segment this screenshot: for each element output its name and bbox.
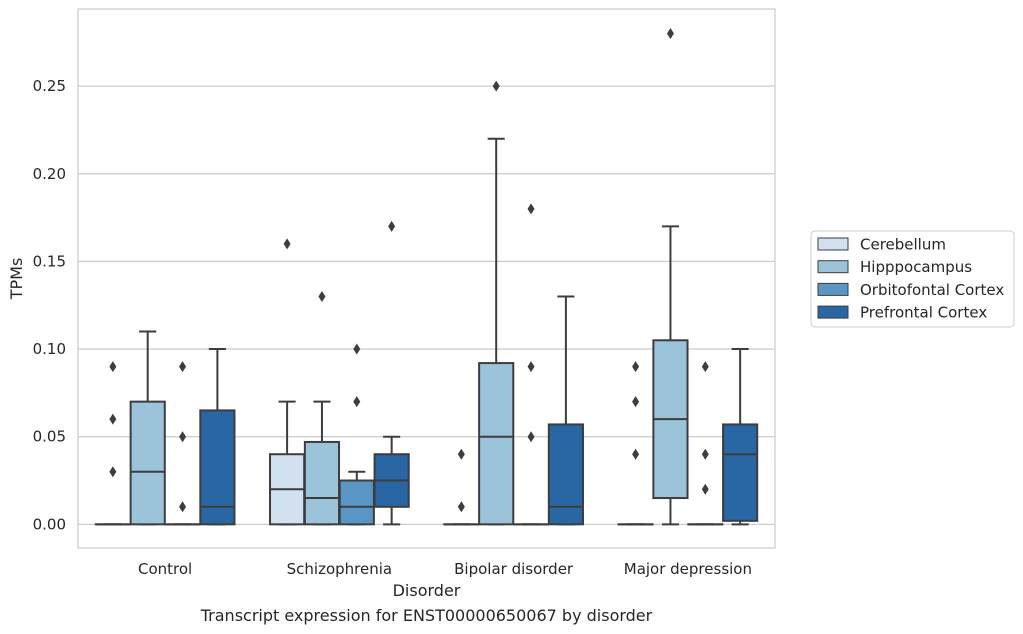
box-group — [547, 295, 584, 526]
legend-box — [810, 230, 1015, 328]
x-tick-labels: Control Schizophrenia Bipolar disorder Majo… — [138, 560, 752, 578]
outlier-point — [701, 361, 709, 373]
legend-label: Prefrontal Cortex — [860, 304, 987, 322]
figure-caption: Transcript expression for ENST0000065006… — [200, 606, 653, 625]
x-tick-label: Schizophrenia — [287, 560, 392, 578]
outlier-point — [527, 361, 535, 373]
outlier-point — [179, 501, 187, 513]
box-group — [617, 361, 654, 526]
y-tick-labels: 0.00 0.05 0.10 0.15 0.20 0.25 — [33, 77, 66, 533]
box-group — [478, 80, 515, 526]
legend-swatch — [817, 305, 849, 319]
outlier-point — [527, 431, 535, 443]
box-group — [199, 348, 236, 526]
box-group — [164, 361, 201, 526]
box-group — [443, 448, 480, 526]
box-group — [94, 361, 131, 526]
legend-swatch — [817, 282, 849, 296]
box — [547, 423, 584, 526]
box — [303, 440, 341, 526]
box-group — [652, 28, 689, 526]
box-group — [269, 238, 306, 526]
x-tick-label: Major depression — [624, 560, 752, 578]
boxes-layer — [94, 28, 759, 526]
outlier-point — [701, 483, 709, 495]
box — [199, 409, 236, 526]
box — [338, 479, 375, 526]
y-tick-label: 0.10 — [33, 340, 66, 358]
legend-label: Hipppocampus — [860, 258, 972, 276]
outlier-point — [457, 501, 465, 513]
y-axis-label: TPMs — [7, 258, 26, 301]
box-group — [303, 290, 341, 526]
plot-frame — [77, 8, 776, 549]
box-group — [687, 361, 724, 526]
outlier-point — [109, 361, 117, 373]
legend: Cerebellum Hipppocampus Orbitofontal Corte… — [810, 230, 1015, 328]
legend-swatch — [817, 260, 849, 274]
outlier-point — [632, 361, 640, 373]
outlier-point — [179, 361, 187, 373]
outlier-point — [492, 80, 500, 92]
legend-label: Orbitofontal Cortex — [860, 281, 1004, 299]
box-group — [512, 203, 550, 526]
box — [478, 362, 515, 526]
outlier-point — [283, 238, 291, 250]
x-tick-label: Bipolar disorder — [454, 560, 574, 578]
outlier-point — [527, 203, 535, 215]
x-axis-label: Disorder — [393, 581, 461, 600]
outlier-point — [353, 343, 361, 355]
box — [129, 400, 166, 526]
outlier-point — [109, 413, 117, 425]
outlier-point — [179, 431, 187, 443]
box — [722, 423, 759, 522]
outlier-point — [457, 448, 465, 460]
legend-label: Cerebellum — [860, 236, 946, 254]
box-group — [129, 330, 166, 526]
y-tick-label: 0.15 — [33, 252, 66, 270]
x-tick-label: Control — [138, 560, 192, 578]
y-tick-label: 0.05 — [33, 428, 66, 446]
box-group — [722, 348, 759, 526]
outlier-point — [109, 466, 117, 478]
y-tick-label: 0.25 — [33, 77, 66, 95]
outlier-point — [666, 28, 674, 40]
outlier-point — [388, 220, 396, 232]
outlier-point — [632, 448, 640, 460]
box-group — [373, 220, 410, 526]
y-tick-label: 0.00 — [33, 515, 66, 533]
outlier-point — [318, 290, 326, 302]
outlier-point — [632, 396, 640, 408]
grid — [78, 85, 775, 525]
outlier-point — [701, 448, 709, 460]
outlier-point — [353, 396, 361, 408]
y-tick-label: 0.20 — [33, 165, 66, 183]
legend-swatch — [817, 237, 849, 251]
box-group — [338, 343, 375, 526]
